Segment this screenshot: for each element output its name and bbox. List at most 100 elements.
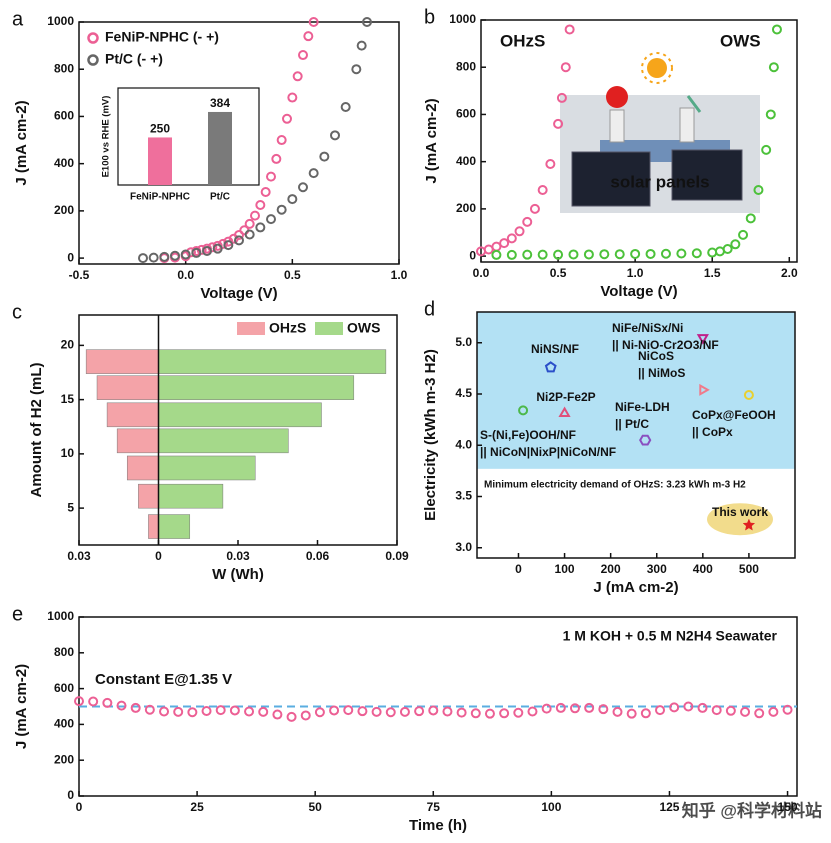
data-point (529, 203, 540, 214)
data-point (626, 708, 637, 719)
data-point (522, 216, 533, 227)
sun-rays (641, 52, 673, 84)
data-point (598, 704, 609, 715)
data-point (442, 706, 453, 717)
data-point (558, 406, 571, 417)
data-point (144, 704, 155, 715)
data-point (319, 151, 330, 162)
data-point (518, 405, 529, 416)
data-point (564, 24, 575, 35)
bar (158, 514, 191, 539)
y-axis-label: J (mA cm-2) (13, 100, 30, 185)
data-point (676, 248, 687, 259)
inset-value-label: 384 (210, 96, 230, 110)
data-point (553, 249, 564, 260)
stand (679, 107, 695, 143)
data-point (745, 213, 756, 224)
data-point (639, 434, 652, 446)
x-tick-label: 100 (541, 800, 561, 814)
x-tick-label: 300 (647, 562, 667, 576)
data-point (560, 62, 571, 73)
y-tick-label: 200 (456, 201, 476, 215)
x-tick-label: 0.5 (550, 266, 567, 280)
y-tick-label: 600 (54, 109, 74, 123)
x-tick-label: 0.5 (284, 268, 301, 282)
data-point (499, 238, 510, 249)
plot-frame (476, 311, 796, 559)
data-point (298, 182, 308, 193)
x-tick-label: 0.0 (177, 268, 194, 282)
data-point (740, 706, 751, 717)
data-point (187, 707, 198, 718)
y-tick-label: 0 (67, 788, 74, 802)
data-point (742, 518, 756, 531)
x-tick-label: 150 (778, 800, 798, 814)
data-point (655, 705, 666, 716)
x-tick-label: 0.0 (473, 266, 490, 280)
data-point (159, 706, 170, 717)
data-point (202, 246, 212, 257)
point-label: || Ni-NiO-Cr2O3/NF (612, 338, 719, 352)
data-point (191, 247, 202, 258)
point-label: || NiCoN|NixP|NiCoN/NF (480, 445, 616, 459)
data-point (630, 248, 641, 259)
y-tick-label: 5 (67, 500, 74, 514)
x-tick-label: 75 (427, 800, 441, 814)
point-label: NiNS/NF (531, 342, 579, 356)
data-point (308, 17, 319, 27)
legend-label: OWS (347, 320, 380, 336)
data-point (584, 702, 595, 713)
x-tick-label: 1.0 (627, 266, 644, 280)
inset-category: Pt/C (210, 192, 230, 203)
inset-y-label: E100 vs RHE (mV) (101, 96, 112, 178)
data-point (553, 118, 564, 129)
data-point (568, 249, 579, 260)
panel-label: c (12, 301, 22, 323)
data-point (362, 17, 372, 27)
bar (106, 402, 159, 428)
data-point (696, 334, 709, 345)
y-tick-label: 4.0 (455, 437, 472, 451)
point-label: || Pt/C (615, 417, 649, 431)
data-point (116, 700, 127, 711)
y-tick-label: 200 (54, 752, 74, 766)
data-point (329, 705, 340, 716)
data-point (537, 249, 548, 260)
data-point (244, 229, 255, 240)
y-axis-label: J (mA cm-2) (423, 98, 440, 183)
bar (96, 375, 159, 400)
data-point (343, 705, 354, 716)
solar-panel (571, 151, 651, 207)
x-tick-label: -0.5 (69, 268, 90, 282)
inset-bar (208, 111, 232, 185)
data-point (356, 40, 367, 51)
data-point (170, 250, 180, 261)
data-point (456, 707, 467, 718)
inset-value-label: 250 (150, 122, 170, 136)
data-point (555, 702, 566, 713)
bar (148, 514, 159, 539)
y-tick-label: 600 (54, 681, 74, 695)
data-point (244, 218, 255, 229)
panel-label: a (12, 8, 24, 30)
x-tick-label: 200 (601, 562, 621, 576)
data-point (669, 702, 680, 713)
data-point (292, 71, 303, 82)
data-point (470, 708, 481, 719)
x-tick-label: 50 (309, 800, 323, 814)
bar (158, 402, 322, 428)
data-point (645, 248, 656, 259)
x-tick-label: 25 (190, 800, 204, 814)
x-tick-label: 0.09 (385, 549, 409, 563)
panel-label: e (12, 603, 23, 625)
data-point (399, 706, 410, 717)
data-point (260, 186, 271, 197)
data-point (527, 706, 538, 717)
data-point (753, 184, 764, 195)
data-point (660, 248, 671, 259)
data-point (314, 707, 325, 718)
x-tick-label: 500 (739, 562, 759, 576)
data-point (699, 383, 710, 396)
point-label: Ni2P-Fe2P (536, 390, 595, 404)
data-point (287, 194, 298, 205)
